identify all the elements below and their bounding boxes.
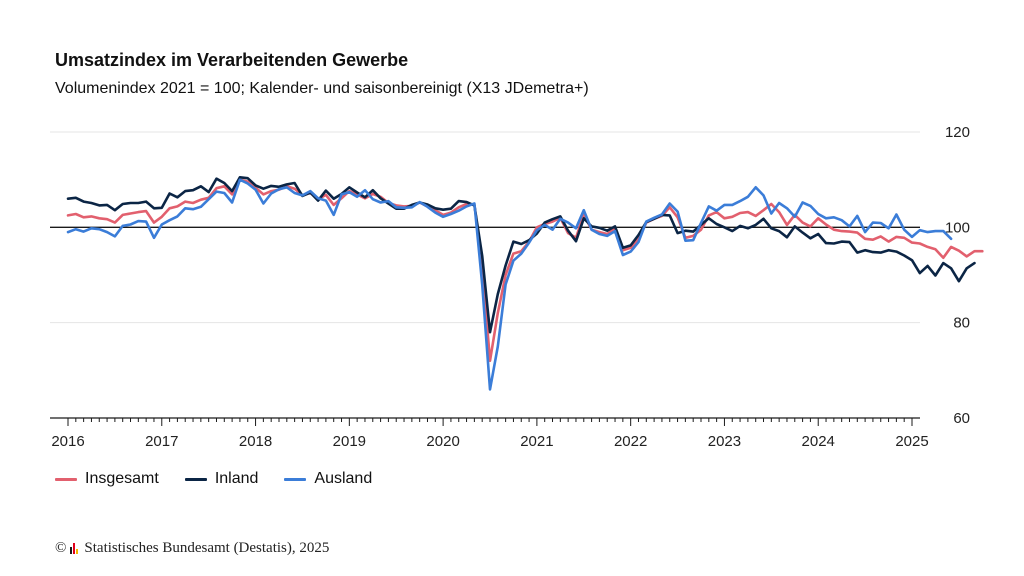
legend-swatch-inland [184,477,207,481]
y-tick-label: 120 [945,124,970,141]
destatis-bar-yellow [76,549,79,554]
chart-title: Umsatzindex im Verarbeitenden Gewerbe [55,50,409,70]
destatis-bars-icon [70,543,79,554]
y-tick-label: 60 [953,410,970,427]
legend-item-insgesamt[interactable]: Insgesamt [55,470,159,488]
source-note: © Statistisches Bundesamt (Destatis), 20… [55,540,329,557]
copyright-symbol: © [55,540,67,556]
legend-swatch-insgesamt [55,477,77,481]
x-tick-label: 2025 [895,433,928,450]
x-tick-label: 2016 [51,433,84,450]
x-tick-label: 2019 [333,433,366,450]
x-tick-label: 2017 [145,433,178,450]
series-line-ausland[interactable] [66,178,953,391]
series-line-insgesamt[interactable] [66,178,984,363]
x-tick-label: 2023 [708,433,741,450]
legend-label-insgesamt: Insgesamt [85,470,159,487]
legend-label-ausland: Ausland [314,470,373,487]
legend-item-ausland[interactable]: Ausland [284,470,372,488]
series-lines [66,176,984,391]
legend-swatch-ausland [284,477,307,481]
x-tick-label: 2021 [520,433,553,450]
x-tick-label: 2018 [239,433,272,450]
y-tick-label: 100 [945,219,970,236]
y-tick-label: 80 [953,315,970,332]
legend: Insgesamt Inland Ausland [55,470,372,488]
legend-label-inland: Inland [214,470,259,487]
x-tick-label: 2020 [426,433,459,450]
x-tick-label: 2022 [614,433,647,450]
series-line-inland[interactable] [66,176,976,334]
y-axis-labels: 60 80 100 120 [945,124,970,427]
destatis-bar-black [70,547,73,554]
legend-item-inland[interactable]: Inland [184,470,259,488]
destatis-bar-red [73,543,76,554]
source-text[interactable]: Statistisches Bundesamt (Destatis), 2025 [84,540,330,556]
x-axis: 2016 2017 2018 2019 2020 2021 2022 2023 2024 2025 [50,417,929,450]
x-tick-label: 2024 [802,433,835,450]
chart-subtitle: Volumenindex 2021 = 100; Kalender- und s… [55,80,589,97]
